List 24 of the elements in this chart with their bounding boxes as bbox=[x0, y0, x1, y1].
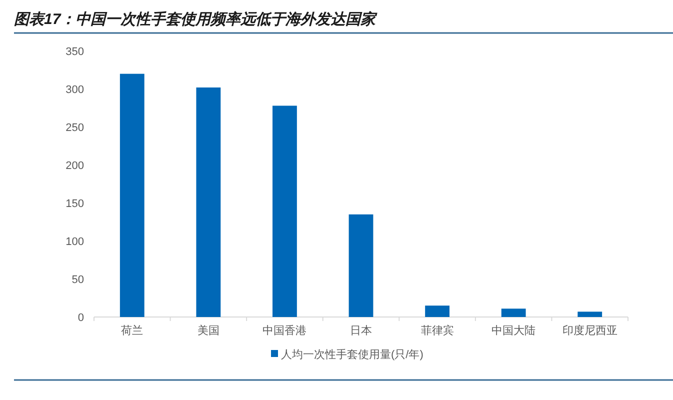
legend: 人均一次性手套使用量(只/年) bbox=[271, 349, 424, 361]
title: 图表17：中国一次性手套使用频率远低于海外发达国家 bbox=[14, 11, 376, 28]
y-tick-label: 100 bbox=[66, 236, 84, 248]
y-tick-label: 250 bbox=[66, 122, 84, 134]
y-tick-label: 300 bbox=[66, 84, 84, 96]
x-tick-label: 日本 bbox=[350, 324, 372, 337]
bar bbox=[578, 312, 602, 317]
x-tick-label: 中国香港 bbox=[262, 324, 307, 337]
y-tick-label: 0 bbox=[78, 312, 84, 324]
bar bbox=[348, 214, 374, 317]
x-tick-label: 中国大陆 bbox=[492, 324, 536, 337]
x-tick-label: 美国 bbox=[197, 324, 220, 337]
x-tick-label: 菲律宾 bbox=[420, 324, 454, 337]
x-tick-label: 印度尼西亚 bbox=[562, 324, 618, 337]
bar bbox=[425, 306, 450, 317]
bar bbox=[120, 74, 144, 317]
y-tick-label: 350 bbox=[66, 46, 84, 58]
y-tick-label: 150 bbox=[66, 198, 84, 210]
bar bbox=[272, 106, 297, 317]
y-tick-label: 50 bbox=[72, 274, 84, 286]
bar bbox=[501, 308, 526, 317]
y-tick-label: 200 bbox=[66, 160, 84, 172]
bar bbox=[196, 87, 221, 317]
x-tick-label: 荷兰 bbox=[121, 324, 144, 337]
